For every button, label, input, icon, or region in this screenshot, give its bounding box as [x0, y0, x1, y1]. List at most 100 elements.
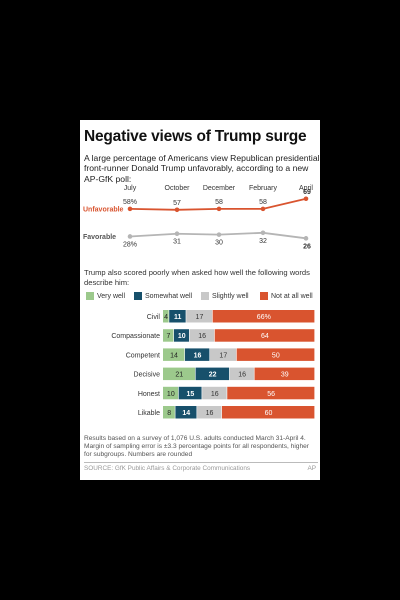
bar-decisive-somewhat-well [195, 367, 230, 381]
point-favorable-april [303, 236, 309, 241]
point-favorable-july [127, 234, 133, 239]
data-label-favorable-december: 30 [215, 240, 223, 247]
value-label-competent-somewhat-well: 16 [194, 352, 202, 359]
bar-honest-slightly-well [202, 386, 227, 400]
bar-decisive-not-at-all-well [254, 367, 315, 381]
methodology-note: Results based on a survey of 1,076 U.S. … [84, 435, 309, 459]
section-intro: Trump also scored poorly when asked how … [84, 268, 310, 287]
series-label-favorable: Favorable [83, 234, 116, 241]
value-label-competent-slightly-well: 17 [219, 352, 227, 359]
value-label-compassionate-somewhat-well: 10 [178, 333, 186, 340]
chart-subtitle: A large percentage of Americans view Rep… [84, 153, 320, 184]
value-label-likable-not-at-all-well: 60 [265, 410, 273, 417]
legend-item-slightly-well: Slightly well [201, 292, 249, 300]
legend-swatch-not-at-all-well [260, 292, 268, 300]
value-label-honest-slightly-well: 16 [211, 391, 219, 398]
data-label-favorable-april: 26 [303, 243, 311, 250]
word-description-stacked-bar-chart: Civil 4 11 17 66% Compassionate 7 10 16 64 Compete… [111, 310, 315, 419]
chart-title: Negative views of Trump surge [84, 128, 307, 145]
data-label-unfavorable-october: 57 [173, 200, 181, 207]
legend-item-very-well: Very well [86, 292, 125, 300]
bar-competent-not-at-all-well [236, 348, 315, 361]
value-label-competent-very-well: 14 [170, 352, 178, 359]
value-label-civil-very-well: 4 [164, 314, 168, 321]
legend-label-slightly-well: Slightly well [212, 292, 249, 300]
point-favorable-december [216, 232, 222, 237]
x-tick-october: October [165, 185, 191, 192]
value-label-honest-very-well: 10 [167, 391, 175, 398]
bar-compassionate-slightly-well [189, 329, 215, 342]
value-label-civil-not-at-all-well: 66% [257, 314, 271, 321]
x-tick-july: July [124, 185, 137, 192]
bar-civil-somewhat-well [169, 310, 186, 323]
bar-honest-very-well [163, 386, 179, 400]
bar-likable-not-at-all-well [221, 406, 315, 419]
bar-honest-not-at-all-well [227, 386, 315, 400]
category-label-competent: Competent [126, 352, 160, 359]
bar-decisive-very-well [163, 367, 195, 381]
x-tick-february: February [249, 185, 278, 192]
bar-competent-somewhat-well [184, 348, 210, 361]
footer: SOURCE: GfK Public Affairs & Corporate C… [84, 462, 318, 472]
legend-label-somewhat-well: Somewhat well [145, 292, 193, 300]
value-label-decisive-very-well: 21 [175, 372, 183, 379]
bar-compassionate-somewhat-well [173, 329, 190, 342]
category-label-likable: Likable [138, 410, 160, 417]
category-label-compassionate: Compassionate [111, 333, 160, 340]
value-label-compassionate-not-at-all-well: 64 [261, 333, 269, 340]
category-label-civil: Civil [147, 314, 161, 321]
infographic-card: Negative views of Trump surge A large pe… [80, 120, 320, 480]
data-label-favorable-july: 28% [123, 241, 137, 248]
value-label-compassionate-slightly-well: 16 [198, 333, 206, 340]
bar-likable-very-well [163, 406, 175, 419]
legend-swatch-somewhat-well [134, 292, 142, 300]
point-favorable-february [260, 230, 266, 236]
bar-civil-slightly-well [186, 310, 213, 323]
legend-swatch-slightly-well [201, 292, 209, 300]
point-favorable-october [174, 231, 180, 237]
point-unfavorable-july [127, 206, 133, 212]
bar-compassionate-not-at-all-well [214, 329, 315, 342]
bar-civil-very-well [163, 310, 169, 323]
legend-label-not-at-all-well: Not at all well [271, 292, 313, 300]
point-unfavorable-october [174, 207, 180, 213]
value-label-decisive-slightly-well: 16 [238, 372, 246, 379]
bar-honest-somewhat-well [178, 386, 202, 400]
x-tick-april: April [299, 185, 313, 192]
value-label-competent-not-at-all-well: 50 [272, 352, 280, 359]
data-label-unfavorable-december: 58 [215, 199, 223, 206]
bar-decisive-slightly-well [229, 367, 254, 381]
bar-civil-not-at-all-well [212, 310, 315, 323]
point-unfavorable-april [303, 196, 309, 202]
legend-swatch-very-well [86, 292, 94, 300]
data-label-unfavorable-april: 69 [303, 189, 311, 196]
point-unfavorable-december [216, 206, 222, 212]
source-text: SOURCE: GfK Public Affairs & Corporate C… [84, 465, 251, 472]
legend: Very well Somewhat well Slightly well No… [84, 292, 320, 302]
data-label-favorable-october: 31 [173, 239, 181, 246]
value-label-decisive-somewhat-well: 22 [209, 372, 217, 379]
category-label-honest: Honest [138, 391, 160, 398]
value-label-compassionate-very-well: 7 [167, 333, 171, 340]
value-label-likable-slightly-well: 16 [206, 410, 214, 417]
x-tick-december: December [203, 185, 236, 192]
credit-text: AP [307, 465, 316, 472]
point-unfavorable-february [260, 206, 266, 212]
data-label-favorable-february: 32 [259, 238, 267, 245]
value-label-likable-very-well: 8 [167, 410, 171, 417]
bar-competent-slightly-well [210, 348, 237, 361]
bar-likable-slightly-well [197, 406, 222, 419]
bar-compassionate-very-well [163, 329, 174, 342]
category-label-decisive: Decisive [134, 372, 161, 379]
series-label-unfavorable: Unfavorable [83, 206, 124, 213]
legend-item-not-at-all-well: Not at all well [260, 292, 313, 300]
value-label-honest-somewhat-well: 15 [187, 391, 195, 398]
favorability-line-chart: July October December February April Unfavora… [83, 185, 313, 250]
value-label-civil-somewhat-well: 11 [174, 314, 182, 321]
legend-label-very-well: Very well [97, 292, 126, 300]
bar-competent-very-well [163, 348, 185, 361]
data-label-unfavorable-february: 58 [259, 199, 267, 206]
value-label-civil-slightly-well: 17 [196, 314, 204, 321]
value-label-honest-not-at-all-well: 56 [267, 391, 275, 398]
legend-item-somewhat-well: Somewhat well [134, 292, 192, 300]
